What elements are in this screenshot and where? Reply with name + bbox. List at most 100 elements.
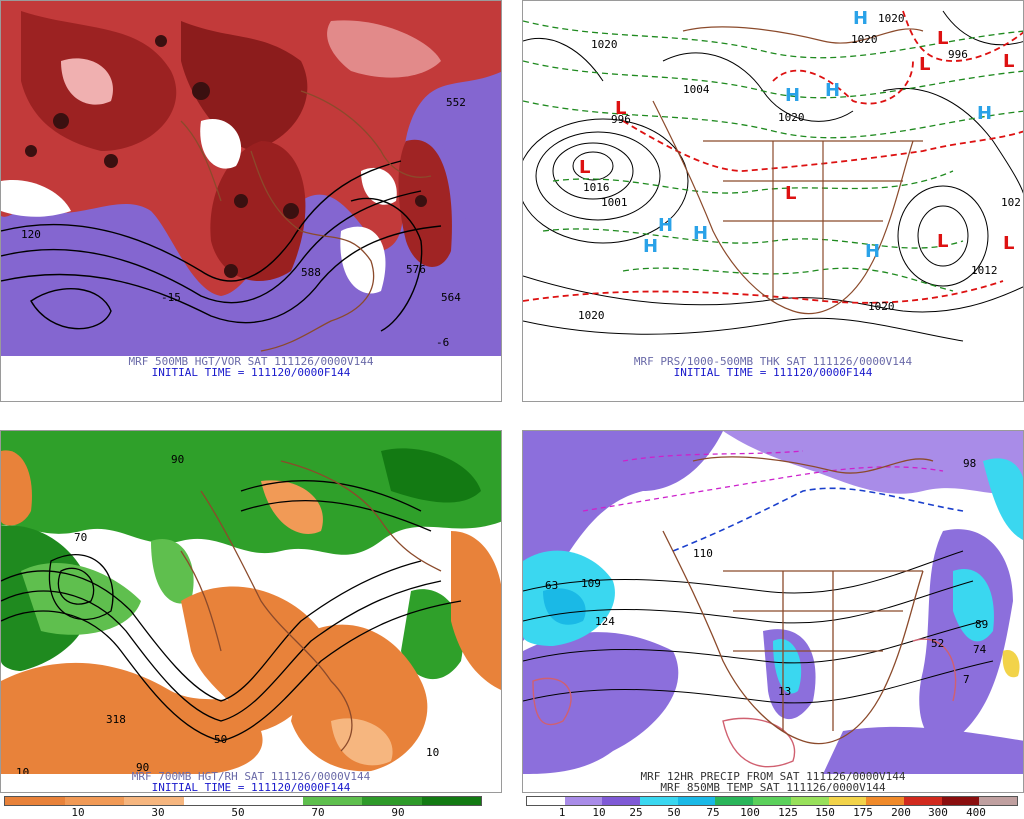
precip-label: 74 <box>973 643 987 656</box>
scale-label: 400 <box>966 806 986 819</box>
scale-label: 70 <box>311 806 325 819</box>
low-pressure-marker: L <box>919 54 930 75</box>
contour-label: 70 <box>74 531 87 544</box>
precip-label: 89 <box>975 618 988 631</box>
humidity-map: 70 90 318 50 10 90 10 <box>1 431 501 774</box>
scale-swatch <box>5 797 65 805</box>
low-pressure-marker: L <box>1003 51 1014 72</box>
scale-label: 175 <box>853 806 873 819</box>
pressure-map: 1020 1020 996 1004 1016 1001 1012 1020 1… <box>523 1 1023 356</box>
isobar-label: 1012 <box>971 264 998 277</box>
scale-swatch <box>243 797 303 805</box>
scale-swatch <box>677 797 716 805</box>
contour-label: 120 <box>21 228 41 241</box>
contour-label: 588 <box>301 266 321 279</box>
precip-label: 109 <box>581 577 601 590</box>
scale-label: 1 <box>558 806 566 819</box>
scale-swatch <box>903 797 942 805</box>
high-pressure-marker: H <box>658 215 673 236</box>
precip-label: 52 <box>931 637 944 650</box>
precip-label: 124 <box>595 615 615 628</box>
scale-swatch <box>640 797 678 805</box>
scale-label: 50 <box>667 806 681 819</box>
high-pressure-marker: H <box>785 85 800 106</box>
scale-label: 75 <box>706 806 720 819</box>
low-pressure-marker: L <box>579 157 590 178</box>
precip-label: 63 <box>545 579 558 592</box>
panel-caption-initial-time: INITIAL TIME = 111120/0000F144 <box>151 781 351 793</box>
low-pressure-marker: L <box>937 231 948 252</box>
panel-caption-title: MRF 700MB HGT/RH SAT 111126/0000V144 <box>131 770 371 783</box>
vorticity-map: 120 588 576 564 552 -6 -15 <box>1 1 501 356</box>
contour-label: 564 <box>441 291 461 304</box>
isobar-label: 996 <box>948 48 968 61</box>
high-pressure-marker: H <box>643 236 658 257</box>
isobar-label: 1020 <box>578 309 605 322</box>
isobar-label: 1016 <box>583 181 610 194</box>
low-pressure-marker: L <box>937 28 948 49</box>
contour-label: 552 <box>446 96 466 109</box>
precip-label: 110 <box>693 547 713 560</box>
high-pressure-marker: H <box>825 80 840 101</box>
isobar-label: 1001 <box>601 196 628 209</box>
isobar-label: 1020 <box>591 38 618 51</box>
contour-label: 50 <box>214 733 227 746</box>
high-pressure-marker: H <box>977 103 992 124</box>
precip-color-bar <box>526 796 1018 806</box>
scale-swatch <box>564 797 603 805</box>
rh-color-scale: 10 30 50 70 90 <box>4 793 484 819</box>
high-pressure-marker: H <box>693 223 708 244</box>
contour-label: -6 <box>436 336 449 349</box>
precip-label: 7 <box>963 673 970 686</box>
scale-swatch <box>828 797 867 805</box>
rh-color-bar <box>4 796 482 806</box>
precip-color-scale: 1 10 25 50 75 100 125 150 175 200 300 400 <box>526 793 1020 819</box>
scale-swatch <box>941 797 980 805</box>
precip-label: 13 <box>778 685 791 698</box>
panel-caption-initial-time: INITIAL TIME = 111120/0000F144 <box>673 366 873 379</box>
isobar-label: 1020 <box>851 33 878 46</box>
low-pressure-marker: L <box>615 98 626 119</box>
isobar-label: 1020 <box>878 12 905 25</box>
contour-label: 576 <box>406 263 426 276</box>
scale-swatch <box>866 797 904 805</box>
isobar-label: 996 <box>611 113 631 126</box>
scale-swatch <box>602 797 641 805</box>
panel-caption-title: MRF 500MB HGT/VOR SAT 111126/0000V144 <box>128 355 374 368</box>
isobar-label: 1004 <box>683 83 710 96</box>
panel-caption-subtitle: MRF 850MB TEMP SAT 111126/0000V144 <box>660 781 886 793</box>
precip-label: 98 <box>963 457 976 470</box>
contour-label: 10 <box>16 766 29 774</box>
contour-label: 318 <box>106 713 126 726</box>
scale-label: 200 <box>891 806 911 819</box>
panel-caption-initial-time: INITIAL TIME = 111120/0000F144 <box>151 366 351 379</box>
scale-label: 100 <box>740 806 760 819</box>
contour-label: -15 <box>161 291 181 304</box>
high-pressure-marker: H <box>853 8 868 29</box>
scale-swatch <box>362 797 422 805</box>
isobar-label: 102 <box>1001 196 1021 209</box>
contour-label: 10 <box>426 746 439 759</box>
scale-swatch <box>715 797 754 805</box>
scale-swatch <box>124 797 184 805</box>
panel-precip-850mb-temp: 63 109 124 110 13 52 74 89 98 7 MRF 12HR… <box>522 430 1024 793</box>
isobar-label: 1020 <box>778 111 805 124</box>
scale-swatch <box>421 797 481 805</box>
scale-label: 25 <box>629 806 643 819</box>
isobar-label: 1020 <box>868 300 895 313</box>
scale-swatch <box>302 797 362 805</box>
scale-label: 30 <box>151 806 165 819</box>
panel-pressure-thickness: 1020 1020 996 1004 1016 1001 1012 1020 1… <box>522 0 1024 402</box>
scale-swatch <box>527 797 565 805</box>
panel-500mb-vorticity: 120 588 576 564 552 -6 -15 MRF 500MB HGT… <box>0 0 502 402</box>
scale-label: 150 <box>815 806 835 819</box>
scale-label: 90 <box>391 806 405 819</box>
scale-swatch <box>790 797 829 805</box>
panel-caption-title: MRF 12HR PRECIP FROM SAT 111126/0000V144 <box>640 770 906 783</box>
scale-swatch <box>979 797 1017 805</box>
high-pressure-marker: H <box>865 241 880 262</box>
scale-swatch <box>183 797 243 805</box>
low-pressure-marker: L <box>785 183 796 204</box>
scale-label: 10 <box>592 806 606 819</box>
scale-label: 50 <box>231 806 245 819</box>
